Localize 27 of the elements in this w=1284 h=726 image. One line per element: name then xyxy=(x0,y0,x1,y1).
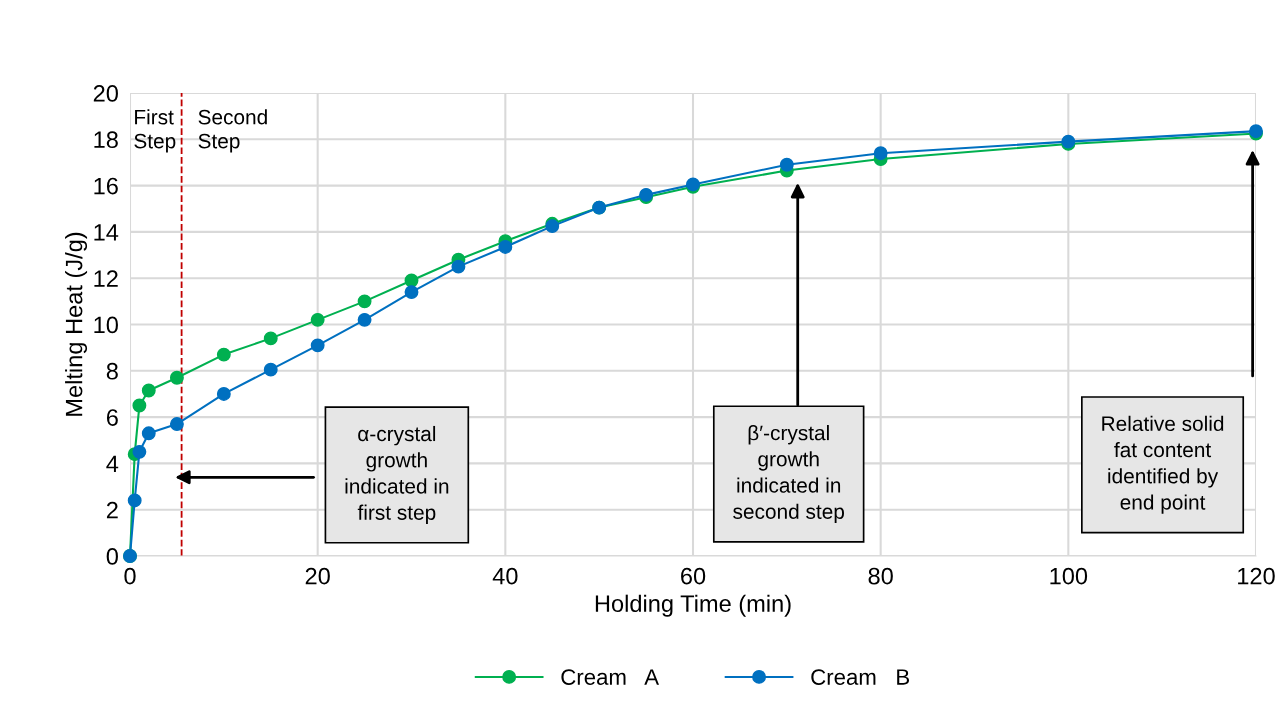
annotation: Second Step xyxy=(198,109,267,153)
y-axis-title: Melting Heat (J/g) xyxy=(65,232,88,416)
y-tick-label: 12 xyxy=(94,270,118,287)
legend-label: Cream A xyxy=(561,669,660,685)
y-tick-label: 8 xyxy=(106,362,118,380)
x-axis-title: Holding Time (min) xyxy=(595,594,791,617)
annotation: First Step xyxy=(134,109,176,153)
x-tick-label: 100 xyxy=(1050,567,1088,585)
y-tick-label: 4 xyxy=(106,455,119,472)
x-tick-label: 0 xyxy=(124,567,136,585)
y-tick-label: 20 xyxy=(93,85,118,102)
x-tick-label: 80 xyxy=(868,567,893,585)
y-tick-label: 2 xyxy=(106,501,118,519)
annotation: Relative solid fat content identified by end point xyxy=(1102,415,1224,514)
y-tick-label: 14 xyxy=(94,224,119,241)
annotation: α-crystal growth indicated in first step xyxy=(345,425,449,525)
annotation: β′-crystal growth indicated in second step xyxy=(733,425,845,524)
y-tick-label: 10 xyxy=(94,316,118,334)
x-tick-label: 60 xyxy=(681,567,706,585)
y-tick-label: 0 xyxy=(106,548,118,565)
y-tick-label: 6 xyxy=(106,409,118,426)
x-tick-label: 20 xyxy=(305,567,330,585)
y-tick-label: 18 xyxy=(94,131,118,149)
y-tick-label: 16 xyxy=(94,177,118,195)
x-tick-label: 40 xyxy=(492,567,518,585)
legend-label: Cream B xyxy=(811,669,910,685)
x-tick-label: 120 xyxy=(1238,567,1275,585)
